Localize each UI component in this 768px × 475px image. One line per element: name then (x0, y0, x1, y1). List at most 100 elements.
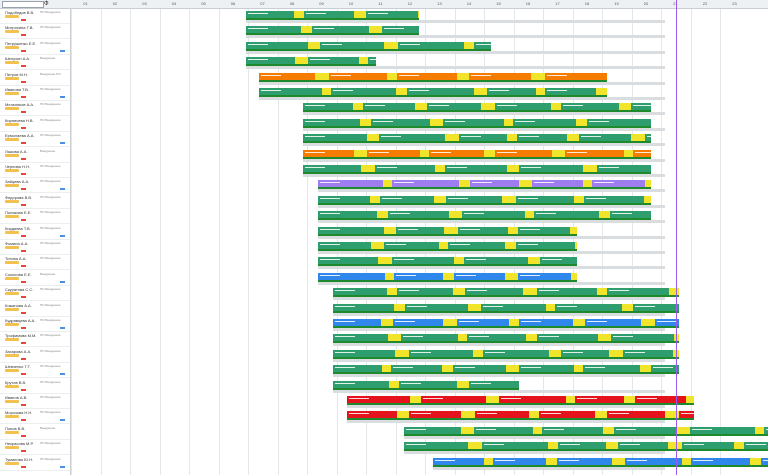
shift-block[interactable] (303, 103, 353, 111)
break-block[interactable] (315, 72, 329, 80)
shift-block[interactable] (347, 396, 410, 403)
shift-block[interactable] (318, 242, 371, 249)
shift-block[interactable] (557, 457, 612, 465)
shift-block[interactable] (579, 134, 631, 142)
break-block[interactable] (574, 365, 583, 373)
shift-block[interactable] (611, 334, 674, 342)
shift-block[interactable] (459, 134, 507, 142)
employee-row[interactable]: Шелухин А.А. Внедрение (0, 55, 70, 71)
shift-block[interactable] (366, 11, 418, 18)
break-block[interactable] (596, 88, 607, 95)
break-block[interactable] (640, 365, 651, 373)
shift-block[interactable] (651, 365, 679, 373)
shift-block[interactable] (380, 195, 434, 203)
break-block[interactable] (622, 303, 633, 311)
shift-block[interactable] (633, 149, 655, 157)
shift-block[interactable] (318, 180, 383, 188)
shift-block[interactable] (761, 457, 768, 465)
break-block[interactable] (457, 380, 469, 388)
shift-block[interactable] (303, 118, 360, 126)
shift-block[interactable] (333, 365, 382, 373)
break-block[interactable] (395, 349, 409, 357)
shift-block[interactable] (368, 57, 390, 65)
shift-block[interactable] (392, 257, 454, 265)
shift-block[interactable] (433, 457, 484, 465)
shift-block[interactable] (446, 195, 502, 203)
shift-block[interactable] (407, 88, 474, 95)
break-block[interactable] (677, 426, 690, 434)
shift-block[interactable] (481, 303, 546, 311)
shift-block[interactable] (427, 103, 481, 111)
break-block[interactable] (457, 72, 469, 80)
shift-block[interactable] (318, 211, 377, 219)
employee-row[interactable]: Кирдяева Т.В. ПО Внедрение (0, 225, 70, 240)
break-block[interactable] (435, 165, 445, 172)
shift-block[interactable] (483, 349, 549, 357)
break-block[interactable] (388, 334, 401, 342)
employee-row[interactable]: Чернова Н.Н. ПО Внедрение (0, 163, 70, 178)
employee-row[interactable]: Кудрявцева А.А. ПО Внедрение (0, 317, 70, 332)
break-block[interactable] (387, 288, 397, 296)
break-block[interactable] (445, 134, 459, 142)
shift-block[interactable] (487, 88, 536, 95)
shift-block[interactable] (318, 226, 384, 234)
shift-block[interactable] (519, 319, 573, 326)
shift-block[interactable] (558, 442, 606, 450)
break-block[interactable] (531, 72, 545, 80)
break-block[interactable] (378, 257, 392, 265)
shift-block[interactable] (392, 180, 459, 188)
shift-block[interactable] (391, 365, 442, 373)
search-input[interactable] (2, 1, 44, 8)
break-block[interactable] (389, 380, 399, 388)
break-block[interactable] (474, 88, 487, 95)
shift-block[interactable] (519, 165, 583, 172)
break-block[interactable] (576, 118, 587, 126)
shift-block[interactable] (470, 180, 519, 188)
break-block[interactable] (598, 334, 611, 342)
shift-block[interactable] (458, 226, 508, 234)
shift-block[interactable] (682, 442, 734, 450)
shift-block[interactable] (469, 380, 519, 388)
shift-block[interactable] (537, 334, 598, 342)
break-block[interactable] (597, 288, 607, 296)
break-block[interactable] (322, 88, 331, 95)
shift-block[interactable] (318, 272, 385, 280)
break-block[interactable] (387, 72, 397, 80)
shift-block[interactable] (618, 442, 668, 450)
break-block[interactable] (609, 349, 623, 357)
shift-block[interactable] (516, 242, 575, 249)
shift-block[interactable] (375, 165, 435, 172)
break-block[interactable] (548, 442, 558, 450)
shift-block[interactable] (397, 72, 457, 80)
employee-row[interactable]: Федорова В.В. ПО Внедрение (0, 194, 70, 209)
break-block[interactable] (410, 396, 421, 403)
employee-row[interactable]: Петров М.Н. Внедрение ПО (0, 71, 70, 86)
shift-block[interactable] (379, 134, 445, 142)
shift-block[interactable] (690, 426, 755, 434)
shift-block[interactable] (655, 319, 679, 326)
shift-block[interactable] (469, 72, 531, 80)
employee-row[interactable]: Попов В.В. Внедрение (0, 425, 70, 440)
shift-block[interactable] (320, 41, 384, 49)
break-block[interactable] (507, 165, 519, 172)
break-block[interactable] (394, 303, 405, 311)
break-block[interactable] (508, 226, 518, 234)
shift-block[interactable] (347, 411, 397, 419)
break-block[interactable] (418, 11, 419, 18)
break-block[interactable] (506, 365, 519, 373)
employee-row[interactable]: Кожанова А.А. ПО Внедрение (0, 302, 70, 317)
employee-row[interactable]: Шевченко Т.Т. ПО Внедрение (0, 363, 70, 379)
employee-row[interactable]: Захарова А.А. ПО Внедрение (0, 348, 70, 363)
break-block[interactable] (308, 41, 320, 49)
shift-block[interactable] (308, 57, 359, 65)
break-block[interactable] (595, 411, 607, 419)
break-block[interactable] (567, 134, 579, 142)
break-block[interactable] (381, 319, 393, 326)
shift-block[interactable] (565, 149, 624, 157)
break-block[interactable] (575, 242, 577, 249)
shift-block[interactable] (409, 411, 461, 419)
break-block[interactable] (443, 319, 457, 326)
shift-block[interactable] (429, 149, 484, 157)
break-block[interactable] (507, 134, 517, 142)
break-block[interactable] (536, 88, 545, 95)
